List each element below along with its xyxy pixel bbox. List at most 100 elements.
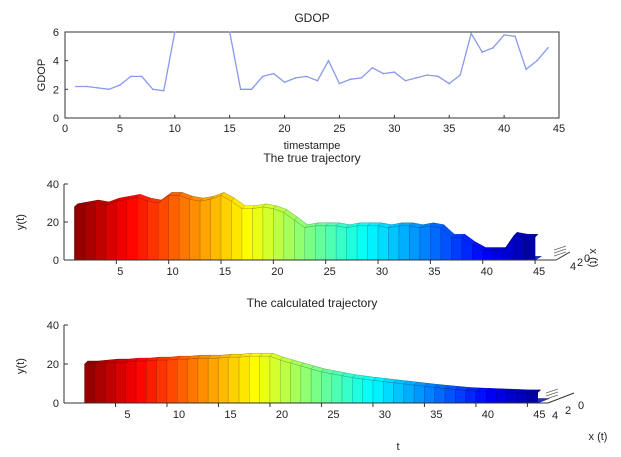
depth-tick-label: 2 xyxy=(565,405,571,417)
curtain-segment xyxy=(135,360,147,404)
gdop-xtick-label: 30 xyxy=(388,123,400,135)
curtain-segment xyxy=(84,202,96,261)
curtain-segment xyxy=(388,225,400,261)
curtain-segment xyxy=(325,225,337,261)
gdop-data-point xyxy=(503,34,505,36)
xtick-label: 40 xyxy=(481,266,493,278)
depth-tick-label: 2 xyxy=(577,257,583,269)
curtain-segment xyxy=(262,206,274,261)
gdop-title: GDOP xyxy=(294,11,329,25)
xtick-label: 45 xyxy=(533,266,545,278)
gdop-points xyxy=(75,31,549,92)
curtain-top-edge xyxy=(526,389,542,394)
curtain-segment xyxy=(231,200,243,261)
depth-grid-line xyxy=(553,251,567,257)
xtick-label: 40 xyxy=(482,409,494,421)
calculated-trajectory-surface xyxy=(84,352,550,404)
curtain-segment xyxy=(273,208,285,261)
gdop-xtick-label: 15 xyxy=(224,123,236,135)
gdop-data-point xyxy=(141,75,143,78)
gdop-data-point xyxy=(272,72,275,75)
calculated-xlabel: t xyxy=(396,441,399,452)
curtain-segment xyxy=(252,206,264,261)
ytick-label: 40 xyxy=(47,320,59,332)
gdop-ytick-label: 4 xyxy=(53,56,59,68)
curtain-segment xyxy=(409,225,421,261)
curtain-segment xyxy=(283,212,295,261)
curtain-segment xyxy=(220,194,232,261)
ytick-label: 20 xyxy=(47,217,59,229)
curtain-segment xyxy=(356,225,368,261)
curtain-segment xyxy=(413,384,425,404)
curtain-segment xyxy=(513,235,525,261)
gdop-data-point xyxy=(239,88,242,91)
curtain-segment xyxy=(398,225,410,261)
depth-grid-line xyxy=(553,248,567,254)
gdop-xtick-label: 0 xyxy=(62,123,68,135)
curtain-segment xyxy=(147,200,159,261)
gdop-ytick-label: 2 xyxy=(53,84,59,96)
gdop-data-point xyxy=(393,71,396,73)
depth-tick-label: 4 xyxy=(570,261,576,273)
curtain-segment xyxy=(74,204,86,261)
calculated-ylabel: y(t) xyxy=(15,358,27,374)
curtain-segment xyxy=(189,198,201,261)
curtain-segment xyxy=(341,375,353,404)
gdop-ytick-label: 6 xyxy=(53,27,59,39)
xtick-label: 45 xyxy=(533,409,545,421)
curtain-segment xyxy=(207,357,219,404)
xtick-label: 20 xyxy=(271,266,283,278)
gdop-data-point xyxy=(163,89,165,92)
gdop-data-point xyxy=(152,88,154,91)
curtain-segment xyxy=(137,196,148,261)
true-trajectory-title: The true trajectory xyxy=(263,151,360,165)
depth-tick-label: 4 xyxy=(552,410,558,422)
curtain-segment xyxy=(524,236,536,261)
curtain-segment xyxy=(146,359,157,404)
curtain-segment xyxy=(455,389,466,404)
curtain-segment xyxy=(187,357,199,404)
gdop-data-point xyxy=(75,85,77,88)
curtain-segment xyxy=(451,236,463,261)
depth-grid-line xyxy=(545,394,559,400)
gdop-ylabel: GDOP xyxy=(36,59,48,91)
xtick-label: 25 xyxy=(327,409,339,421)
curtain-segment xyxy=(367,225,379,261)
xtick-label: 5 xyxy=(117,266,123,278)
curtain-segment xyxy=(238,355,250,404)
calculated-zlabel: x (t) xyxy=(589,431,608,443)
xtick-label: 30 xyxy=(379,409,391,421)
curtain-segment xyxy=(228,356,240,404)
curtain-segment xyxy=(94,362,106,404)
gdop-xtick-label: 25 xyxy=(333,123,345,135)
curtain-segment xyxy=(95,202,107,261)
gdop-xtick-label: 40 xyxy=(498,123,510,135)
xtick-label: 15 xyxy=(219,266,231,278)
curtain-segment xyxy=(506,391,518,404)
gdop-plot-frame xyxy=(64,31,560,119)
xtick-label: 30 xyxy=(376,266,388,278)
curtain-segment xyxy=(105,200,117,261)
curtain-segment xyxy=(157,194,169,261)
gdop-data-point xyxy=(86,85,88,88)
curtain-segment xyxy=(516,392,528,404)
curtain-segment xyxy=(352,377,363,404)
gdop-data-point xyxy=(525,68,527,71)
curtain-segment xyxy=(482,250,494,261)
gdop-data-point xyxy=(119,84,121,86)
curtain-segment xyxy=(290,362,302,404)
xtick-label: 15 xyxy=(224,409,236,421)
gdop-data-point xyxy=(448,82,451,85)
depth-tick-label: 0 xyxy=(578,400,584,412)
xtick-label: 20 xyxy=(276,409,288,421)
gdop-data-point xyxy=(130,75,132,78)
depth-axis-line xyxy=(555,251,571,261)
gdop-data-point xyxy=(305,75,308,78)
true-trajectory-surface xyxy=(73,192,543,261)
gdop-data-point xyxy=(415,77,418,79)
gdop-xtick-label: 45 xyxy=(553,123,565,135)
curtain-segment xyxy=(430,225,442,261)
